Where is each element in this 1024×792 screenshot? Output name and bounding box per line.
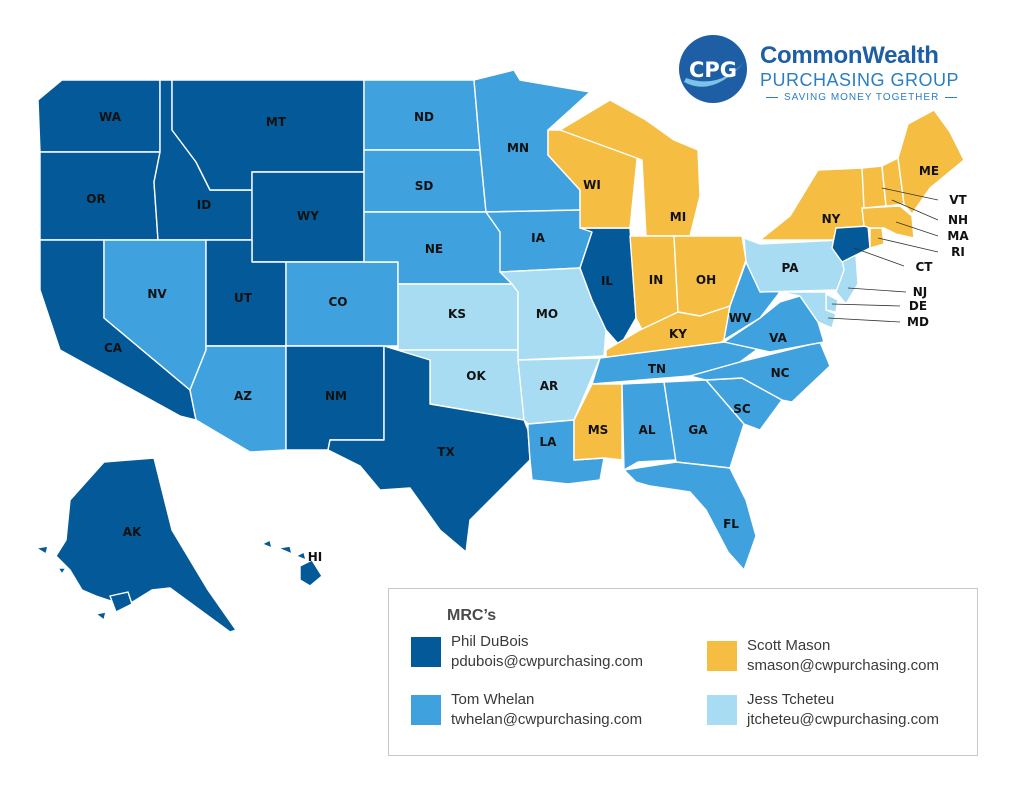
state-label-CO: CO [328,295,347,309]
state-label-MT: MT [266,115,287,129]
state-label-WY: WY [297,209,319,223]
legend-name: Jess Tcheteu [747,691,835,708]
state-label-NY: NY [822,212,841,226]
state-DE[interactable] [825,293,839,313]
legend-swatch [411,637,441,667]
state-label-MI: MI [670,210,686,224]
state-GA[interactable] [663,379,745,469]
state-label-ID: ID [197,198,211,212]
leader-CT [853,247,905,267]
badge-text: CPG [689,58,737,82]
state-label-OR: OR [86,192,105,206]
state-label-IL: IL [601,274,613,288]
state-label-OH: OH [696,273,716,287]
legend-email[interactable]: pdubois@cwpurchasing.com [451,653,643,670]
state-label-GA: GA [688,423,708,437]
legend-entry: Jess Tcheteu jtcheteu@cwpurchasing.com [707,691,977,735]
state-label-VT: VT [949,193,967,207]
state-label-LA: LA [540,435,558,449]
leader-NJ [847,287,907,293]
state-label-RI: RI [951,245,965,259]
legend-swatch [411,695,441,725]
legend-name: Tom Whelan [451,691,535,708]
state-label-PA: PA [782,261,800,275]
state-TX[interactable] [327,345,531,553]
state-label-IA: IA [531,231,545,245]
state-MI[interactable] [559,99,701,237]
state-label-SC: SC [733,402,751,416]
legend-name: Phil DuBois [451,633,529,650]
state-label-IN: IN [649,273,664,287]
state-label-NH: NH [948,213,968,227]
state-label-FL: FL [723,517,739,531]
state-label-NV: NV [147,287,167,301]
state-label-SD: SD [415,179,434,193]
legend-swatch [707,695,737,725]
state-label-ND: ND [414,110,434,124]
legend-entry: Tom Whelan twhelan@cwpurchasing.com [411,691,681,735]
leader-MA [895,221,939,237]
state-label-MN: MN [507,141,529,155]
state-NC[interactable] [689,341,831,403]
state-label-TX: TX [437,445,455,459]
legend-entry: Phil DuBois pdubois@cwpurchasing.com [411,633,681,677]
leader-VT [881,187,939,201]
leader-MD [827,317,901,323]
state-label-UT: UT [234,291,253,305]
state-label-ME: ME [919,164,939,178]
state-RI[interactable] [869,227,885,249]
state-label-AK: AK [123,525,142,539]
state-NJ[interactable] [835,249,859,305]
brand-logo: CPG CommonWealth PURCHASING GROUP SAVING… [676,32,976,106]
state-HI[interactable] [261,539,323,587]
state-label-AL: AL [639,423,656,437]
state-CT[interactable] [831,225,871,263]
state-label-AR: AR [540,379,559,393]
brand-subtitle: PURCHASING GROUP [760,70,960,90]
legend-email[interactable]: smason@cwpurchasing.com [747,657,939,674]
state-label-OK: OK [466,369,486,383]
leader-NH [891,199,939,221]
state-label-AZ: AZ [234,389,252,403]
cpg-badge-icon: CPG [679,35,747,103]
legend-box: MRC’s Phil DuBois pdubois@cwpurchasing.c… [388,588,978,756]
state-MD[interactable] [779,291,837,329]
state-label-VA: VA [769,331,787,345]
state-label-TN: TN [648,362,666,376]
legend-email[interactable]: jtcheteu@cwpurchasing.com [747,711,939,728]
state-label-MO: MO [536,307,558,321]
state-label-HI: HI [308,550,323,564]
state-label-MS: MS [588,423,609,437]
leader-DE [831,303,901,307]
brand-name: CommonWealth [760,42,939,69]
state-label-MD: MD [907,315,929,329]
leader-RI [877,237,939,253]
state-label-WA: WA [99,110,122,124]
state-label-NC: NC [771,366,790,380]
state-label-CA: CA [104,341,123,355]
brand-tagline: SAVING MONEY TOGETHER [760,92,960,103]
legend-entry: Scott Mason smason@cwpurchasing.com [707,637,977,681]
state-label-WV: WV [729,311,752,325]
legend-title: MRC’s [447,607,497,624]
state-label-KS: KS [448,307,466,321]
state-label-KY: KY [669,327,687,341]
state-label-DE: DE [909,299,927,313]
state-label-NM: NM [325,389,347,403]
state-label-MA: MA [947,229,969,243]
state-AL[interactable] [621,381,677,471]
state-label-NJ: NJ [913,285,928,299]
state-ME[interactable] [897,109,965,215]
state-label-CT: CT [916,260,934,274]
legend-swatch [707,641,737,671]
state-MA[interactable] [861,205,915,239]
legend-email[interactable]: twhelan@cwpurchasing.com [451,711,643,728]
state-AK[interactable] [55,457,237,633]
state-label-NE: NE [425,242,443,256]
state-FL[interactable] [623,461,757,571]
legend-name: Scott Mason [747,637,831,654]
state-label-WI: WI [583,178,601,192]
state-AK-islands [35,545,133,621]
